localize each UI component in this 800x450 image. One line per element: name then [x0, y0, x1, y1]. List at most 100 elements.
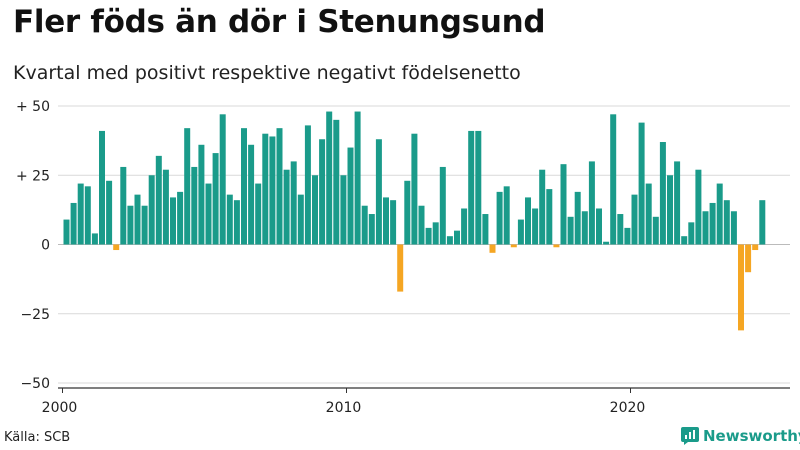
bar[interactable] [404, 180, 411, 245]
bar[interactable] [262, 133, 269, 245]
bar[interactable] [106, 180, 113, 245]
bar[interactable] [709, 202, 716, 245]
bar[interactable] [759, 200, 766, 245]
bar[interactable] [624, 227, 631, 245]
bar[interactable] [77, 183, 84, 245]
bar[interactable] [588, 161, 595, 245]
bar[interactable] [439, 166, 446, 245]
bar[interactable] [283, 169, 290, 245]
bar[interactable] [141, 205, 148, 245]
bar[interactable] [723, 200, 730, 245]
bar[interactable] [496, 191, 503, 245]
bar[interactable] [184, 128, 191, 245]
brand-logo[interactable]: Newsworthy [681, 426, 800, 446]
bar[interactable] [489, 244, 496, 253]
bar[interactable] [730, 211, 737, 245]
bar[interactable] [667, 175, 673, 245]
bar[interactable] [113, 244, 120, 251]
bar[interactable] [411, 133, 418, 245]
bar[interactable] [361, 205, 368, 245]
bar[interactable] [560, 164, 567, 245]
bar[interactable] [297, 194, 304, 245]
bar[interactable] [290, 161, 297, 245]
bar[interactable] [432, 222, 439, 245]
bar[interactable] [177, 191, 184, 245]
bar[interactable] [510, 244, 517, 248]
bar[interactable] [191, 166, 198, 245]
bar[interactable] [99, 130, 105, 245]
bar[interactable] [674, 161, 681, 245]
bar[interactable] [525, 197, 531, 245]
bar[interactable] [155, 155, 162, 245]
bar[interactable] [581, 211, 588, 245]
bar[interactable] [120, 166, 127, 245]
bar[interactable] [702, 211, 709, 245]
bar[interactable] [319, 139, 326, 245]
bar[interactable] [219, 114, 226, 245]
bar[interactable] [517, 219, 524, 245]
bar[interactable] [276, 128, 283, 245]
bar[interactable] [638, 122, 645, 245]
bar[interactable] [170, 197, 176, 245]
bar[interactable] [567, 216, 574, 245]
bar[interactable] [681, 236, 688, 245]
bar[interactable] [255, 183, 262, 245]
bar[interactable] [326, 111, 333, 245]
bar[interactable] [84, 186, 91, 245]
bar[interactable] [645, 183, 652, 245]
bar[interactable] [226, 194, 233, 245]
bar[interactable] [574, 191, 581, 245]
bar[interactable] [446, 236, 453, 245]
bar[interactable] [248, 144, 255, 245]
bar[interactable] [738, 244, 744, 331]
bar[interactable] [482, 214, 489, 245]
bar[interactable] [659, 142, 666, 245]
bar[interactable] [241, 128, 247, 245]
bar[interactable] [347, 147, 354, 245]
bar[interactable] [688, 222, 695, 245]
bar[interactable] [134, 194, 141, 245]
bar[interactable] [340, 175, 347, 245]
bar[interactable] [503, 186, 510, 245]
bar[interactable] [596, 208, 602, 245]
bar[interactable] [162, 169, 169, 245]
bar[interactable] [127, 205, 134, 245]
bar[interactable] [333, 119, 340, 245]
bar[interactable] [312, 175, 318, 245]
bar[interactable] [631, 194, 638, 245]
bar[interactable] [383, 197, 389, 245]
bar[interactable] [418, 205, 425, 245]
bar[interactable] [212, 153, 219, 245]
bar[interactable] [553, 244, 560, 248]
bar[interactable] [269, 136, 276, 245]
bar[interactable] [461, 208, 468, 245]
bar[interactable] [603, 241, 610, 245]
bar[interactable] [617, 214, 624, 245]
bar[interactable] [539, 169, 546, 245]
bar[interactable] [454, 230, 460, 245]
bar[interactable] [304, 125, 311, 245]
bar[interactable] [695, 169, 702, 245]
bar[interactable] [425, 227, 432, 245]
bar[interactable] [752, 244, 759, 251]
bar[interactable] [475, 130, 482, 245]
bar[interactable] [745, 244, 752, 273]
bar[interactable] [532, 208, 539, 245]
bar[interactable] [91, 233, 98, 245]
bar[interactable] [716, 183, 723, 245]
bar[interactable] [390, 200, 397, 245]
bar[interactable] [198, 144, 205, 245]
bar[interactable] [652, 216, 659, 245]
bar[interactable] [354, 111, 361, 245]
bar[interactable] [205, 183, 212, 245]
bar[interactable] [375, 139, 382, 245]
bar[interactable] [397, 244, 404, 292]
bar[interactable] [70, 202, 77, 245]
bar[interactable] [610, 114, 617, 245]
bar[interactable] [546, 189, 553, 245]
bar[interactable] [63, 219, 70, 245]
bar[interactable] [148, 175, 155, 245]
bar[interactable] [468, 130, 475, 245]
bar[interactable] [368, 214, 375, 245]
bar[interactable] [233, 200, 240, 245]
